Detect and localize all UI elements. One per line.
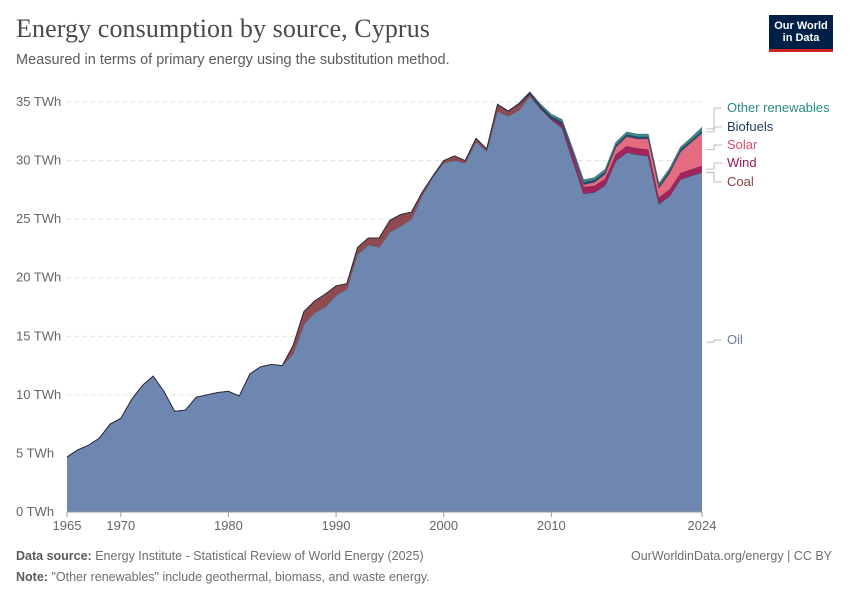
legend-label-solar[interactable]: Solar — [727, 137, 758, 152]
y-tick-label: 5 TWh — [16, 445, 54, 460]
source-text[interactable]: Energy Institute - Statistical Review of… — [95, 549, 424, 563]
area-series — [66, 91, 703, 512]
note-line: Note: "Other renewables" include geother… — [16, 570, 430, 584]
note-label: Note: — [16, 570, 48, 584]
logo-line-1: Our World — [774, 20, 828, 32]
note-text: "Other renewables" include geothermal, b… — [51, 570, 430, 584]
legend-connector — [706, 126, 722, 133]
y-tick-label: 0 TWh — [16, 504, 54, 519]
license-link[interactable]: OurWorldinData.org/energy | CC BY — [630, 549, 832, 563]
x-tick-label: 2024 — [688, 518, 717, 533]
x-tick-label: 1965 — [53, 518, 82, 533]
x-tick-label: 2010 — [537, 518, 566, 533]
area-edge — [66, 91, 703, 458]
legend: Other renewables Biofuels Solar Wind Coal Oil — [706, 100, 830, 347]
legend-label-oil[interactable]: Oil — [727, 332, 743, 347]
y-tick-label: 10 TWh — [16, 387, 61, 402]
x-tick-label: 2000 — [429, 518, 458, 533]
y-tick-label: 35 TWh — [16, 94, 61, 109]
x-tick-label: 1990 — [322, 518, 351, 533]
y-tick-label: 20 TWh — [16, 270, 61, 285]
area-oil[interactable] — [67, 96, 702, 512]
logo-line-2: in Data — [782, 32, 820, 44]
x-tick-label: 1970 — [106, 518, 135, 533]
owid-logo[interactable]: Our World in Data — [769, 15, 833, 52]
y-tick-label: 15 TWh — [16, 328, 61, 343]
axes: 0 TWh 5 TWh 10 TWh 15 TWh 20 TWh 25 TWh 30 TWh… — [16, 94, 716, 533]
legend-connector — [706, 107, 722, 130]
y-tick-label: 30 TWh — [16, 153, 61, 168]
legend-label-wind[interactable]: Wind — [727, 155, 757, 170]
legend-connector — [706, 162, 722, 170]
chart-title: Energy consumption by source, Cyprus — [16, 14, 431, 43]
source-label: Data source: — [16, 549, 92, 563]
y-tick-label: 25 TWh — [16, 211, 61, 226]
legend-label-coal[interactable]: Coal — [727, 174, 754, 189]
legend-connector — [706, 171, 722, 183]
legend-connector — [706, 339, 722, 343]
chart-subtitle: Measured in terms of primary energy usin… — [16, 52, 450, 68]
legend-label-biofuels[interactable]: Biofuels — [727, 119, 774, 134]
x-tick-label: 1980 — [214, 518, 243, 533]
legend-connector — [706, 144, 722, 150]
legend-label-other-renewables[interactable]: Other renewables — [727, 100, 830, 115]
source-line: Data source: Energy Institute - Statisti… — [16, 549, 424, 563]
